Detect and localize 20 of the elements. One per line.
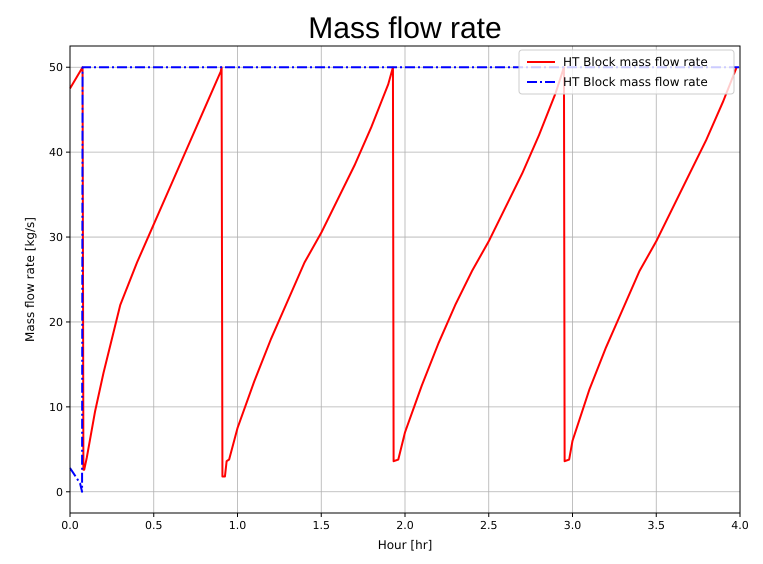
- x-tick-label: 1.5: [312, 519, 330, 532]
- x-tick-label: 0.0: [61, 519, 79, 532]
- y-tick-label: 10: [49, 400, 63, 414]
- y-tick-label: 40: [49, 146, 63, 160]
- x-tick-label: 3.0: [564, 519, 582, 532]
- x-tick-label: 1.0: [228, 519, 246, 532]
- y-tick-label: 50: [49, 61, 63, 74]
- y-axis-title: Mass flow rate [kg/s]: [23, 217, 37, 342]
- y-tick-label: 0: [56, 486, 63, 499]
- y-tick-label: 30: [49, 231, 63, 244]
- chart-title: Mass flow rate: [308, 12, 502, 45]
- x-tick-label: 4.0: [731, 519, 749, 532]
- legend-label: HT Block mass flow rate: [563, 75, 708, 89]
- legend-label: HT Block mass flow rate: [563, 55, 708, 69]
- y-tick-label: 20: [49, 316, 63, 329]
- x-tick-label: 3.5: [648, 519, 665, 532]
- x-tick-label: 0.5: [145, 519, 162, 532]
- x-axis-title: Hour [hr]: [378, 538, 432, 552]
- x-tick-label: 2.0: [396, 519, 414, 532]
- x-tick-label: 2.5: [480, 519, 498, 532]
